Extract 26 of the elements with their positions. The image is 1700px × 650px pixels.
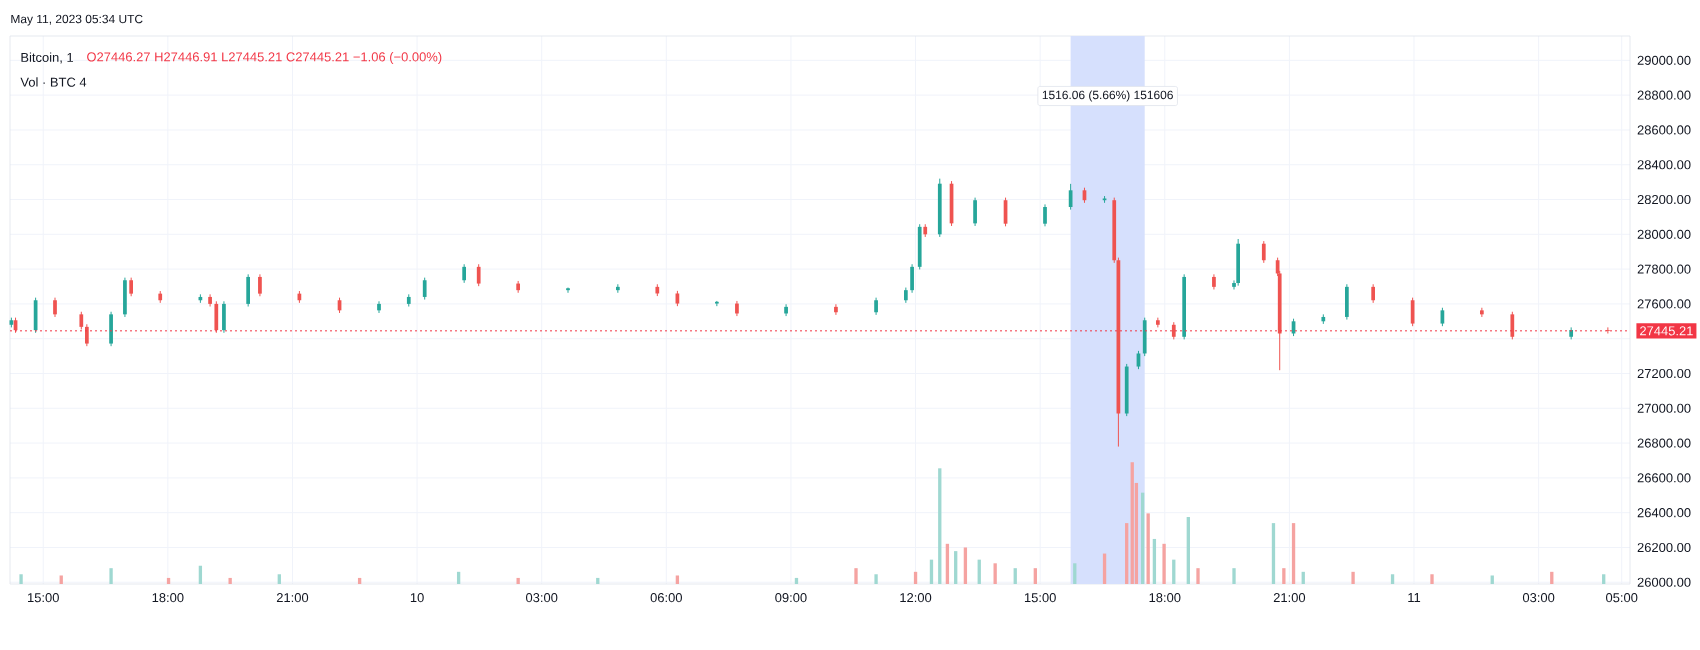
- candlestick: [1236, 238, 1241, 287]
- candlestick: [123, 277, 127, 318]
- candlestick: [129, 277, 134, 297]
- candlestick: [1344, 283, 1349, 321]
- candlestick: [422, 277, 427, 301]
- candlestick: [222, 300, 226, 334]
- candlestick: [476, 263, 481, 287]
- candlestick: [1043, 203, 1047, 227]
- candlestick: [53, 297, 57, 318]
- candlestick: [784, 303, 788, 317]
- candlestick: [1261, 240, 1266, 264]
- candlestick: [258, 273, 262, 297]
- candlestick: [214, 300, 219, 334]
- candlestick: [973, 197, 977, 227]
- candlestick: [834, 303, 838, 316]
- candlestick: [377, 300, 381, 314]
- candlestick: [1510, 311, 1515, 340]
- candlestick: [246, 273, 251, 308]
- candlestick: [1124, 363, 1129, 417]
- candlestick: [1142, 317, 1147, 357]
- candlestick: [1605, 326, 1610, 334]
- candlestick: [917, 223, 922, 270]
- candlestick: [109, 311, 113, 347]
- candlestick: [462, 263, 467, 284]
- candlestick: [1479, 307, 1484, 318]
- candlestick: [1371, 283, 1376, 304]
